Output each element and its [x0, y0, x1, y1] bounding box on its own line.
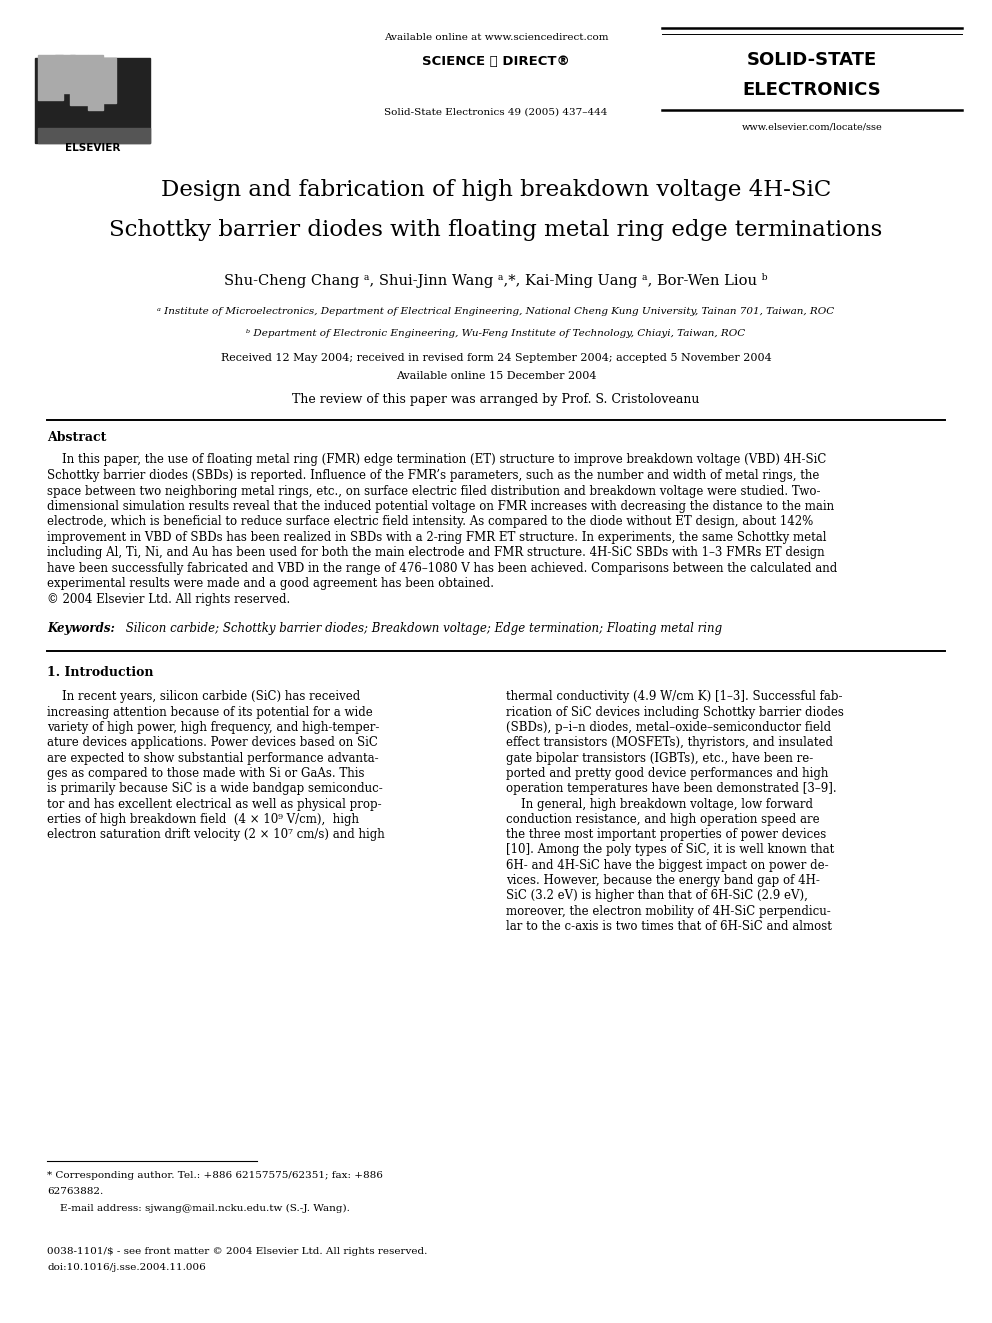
Text: ature devices applications. Power devices based on SiC: ature devices applications. Power device… — [47, 737, 378, 749]
Text: ported and pretty good device performances and high: ported and pretty good device performanc… — [506, 767, 828, 781]
Text: SiC (3.2 eV) is higher than that of 6H-SiC (2.9 eV),: SiC (3.2 eV) is higher than that of 6H-S… — [506, 889, 807, 902]
Text: In this paper, the use of floating metal ring (FMR) edge termination (ET) struct: In this paper, the use of floating metal… — [47, 454, 826, 467]
Text: the three most important properties of power devices: the three most important properties of p… — [506, 828, 826, 841]
Text: Available online 15 December 2004: Available online 15 December 2004 — [396, 370, 596, 381]
Text: [10]. Among the poly types of SiC, it is well known that: [10]. Among the poly types of SiC, it is… — [506, 844, 834, 856]
Text: moreover, the electron mobility of 4H-SiC perpendicu-: moreover, the electron mobility of 4H-Si… — [506, 905, 830, 918]
Text: 1. Introduction: 1. Introduction — [47, 667, 154, 680]
Bar — [35, 58, 150, 143]
Text: Silicon carbide; Schottky barrier diodes; Breakdown voltage; Edge termination; F: Silicon carbide; Schottky barrier diodes… — [122, 623, 722, 635]
Bar — [70, 56, 88, 105]
Text: Keywords:: Keywords: — [47, 623, 115, 635]
Text: E-mail address: sjwang@mail.ncku.edu.tw (S.-J. Wang).: E-mail address: sjwang@mail.ncku.edu.tw … — [47, 1204, 350, 1213]
Text: (SBDs), p–i–n diodes, metal–oxide–semiconductor field: (SBDs), p–i–n diodes, metal–oxide–semico… — [506, 721, 831, 734]
Text: tor and has excellent electrical as well as physical prop-: tor and has excellent electrical as well… — [47, 798, 382, 811]
Text: Received 12 May 2004; received in revised form 24 September 2004; accepted 5 Nov: Received 12 May 2004; received in revise… — [220, 353, 772, 363]
Text: ELSEVIER: ELSEVIER — [64, 143, 120, 153]
Text: Schottky barrier diodes with floating metal ring edge terminations: Schottky barrier diodes with floating me… — [109, 220, 883, 241]
Text: Design and fabrication of high breakdown voltage 4H-SiC: Design and fabrication of high breakdown… — [161, 179, 831, 201]
Bar — [88, 56, 103, 110]
Text: erties of high breakdown field  (4 × 10⁹ V/cm),  high: erties of high breakdown field (4 × 10⁹ … — [47, 812, 359, 826]
Text: dimensional simulation results reveal that the induced potential voltage on FMR : dimensional simulation results reveal th… — [47, 500, 834, 513]
Text: are expected to show substantial performance advanta-: are expected to show substantial perform… — [47, 751, 379, 765]
Text: improvement in VBD of SBDs has been realized in SBDs with a 2-ring FMR ET struct: improvement in VBD of SBDs has been real… — [47, 531, 826, 544]
Text: effect transistors (MOSFETs), thyristors, and insulated: effect transistors (MOSFETs), thyristors… — [506, 737, 833, 749]
Text: variety of high power, high frequency, and high-temper-: variety of high power, high frequency, a… — [47, 721, 379, 734]
Bar — [55, 56, 75, 93]
Text: gate bipolar transistors (IGBTs), etc., have been re-: gate bipolar transistors (IGBTs), etc., … — [506, 751, 813, 765]
Text: ELECTRONICS: ELECTRONICS — [743, 81, 881, 99]
Text: doi:10.1016/j.sse.2004.11.006: doi:10.1016/j.sse.2004.11.006 — [47, 1263, 205, 1273]
Text: have been successfully fabricated and VBD in the range of 476–1080 V has been ac: have been successfully fabricated and VB… — [47, 562, 837, 576]
Bar — [38, 128, 150, 143]
Text: ᵃ Institute of Microelectronics, Department of Electrical Engineering, National : ᵃ Institute of Microelectronics, Departm… — [158, 307, 834, 316]
Text: Abstract: Abstract — [47, 431, 106, 445]
Text: Shu-Cheng Chang ᵃ, Shui-Jinn Wang ᵃ,*, Kai-Ming Uang ᵃ, Bor-Wen Liou ᵇ: Shu-Cheng Chang ᵃ, Shui-Jinn Wang ᵃ,*, K… — [224, 273, 768, 287]
Text: 62763882.: 62763882. — [47, 1187, 103, 1196]
Text: vices. However, because the energy band gap of 4H-: vices. However, because the energy band … — [506, 875, 819, 888]
Text: Available online at www.sciencedirect.com: Available online at www.sciencedirect.co… — [384, 33, 608, 42]
Text: 6H- and 4H-SiC have the biggest impact on power de-: 6H- and 4H-SiC have the biggest impact o… — [506, 859, 828, 872]
Text: © 2004 Elsevier Ltd. All rights reserved.: © 2004 Elsevier Ltd. All rights reserved… — [47, 593, 291, 606]
Bar — [38, 56, 63, 101]
Text: rication of SiC devices including Schottky barrier diodes: rication of SiC devices including Schott… — [506, 705, 844, 718]
Text: 0038-1101/$ - see front matter © 2004 Elsevier Ltd. All rights reserved.: 0038-1101/$ - see front matter © 2004 El… — [47, 1246, 428, 1256]
Text: ges as compared to those made with Si or GaAs. This: ges as compared to those made with Si or… — [47, 767, 364, 781]
Text: The review of this paper was arranged by Prof. S. Cristoloveanu: The review of this paper was arranged by… — [293, 393, 699, 406]
Bar — [101, 58, 116, 103]
Text: In recent years, silicon carbide (SiC) has received: In recent years, silicon carbide (SiC) h… — [47, 691, 360, 704]
Text: Schottky barrier diodes (SBDs) is reported. Influence of the FMR’s parameters, s: Schottky barrier diodes (SBDs) is report… — [47, 468, 819, 482]
Text: SOLID-STATE: SOLID-STATE — [747, 52, 877, 69]
Text: * Corresponding author. Tel.: +886 62157575/62351; fax: +886: * Corresponding author. Tel.: +886 62157… — [47, 1171, 383, 1180]
Text: electrode, which is beneficial to reduce surface electric field intensity. As co: electrode, which is beneficial to reduce… — [47, 516, 813, 528]
Text: ᵇ Department of Electronic Engineering, Wu-Feng Institute of Technology, Chiayi,: ᵇ Department of Electronic Engineering, … — [246, 328, 746, 337]
Text: including Al, Ti, Ni, and Au has been used for both the main electrode and FMR s: including Al, Ti, Ni, and Au has been us… — [47, 546, 824, 560]
Text: In general, high breakdown voltage, low forward: In general, high breakdown voltage, low … — [506, 798, 813, 811]
Text: increasing attention because of its potential for a wide: increasing attention because of its pote… — [47, 705, 373, 718]
Text: electron saturation drift velocity (2 × 10⁷ cm/s) and high: electron saturation drift velocity (2 × … — [47, 828, 385, 841]
Text: space between two neighboring metal rings, etc., on surface electric filed distr: space between two neighboring metal ring… — [47, 484, 820, 497]
Text: conduction resistance, and high operation speed are: conduction resistance, and high operatio… — [506, 812, 819, 826]
Text: experimental results were made and a good agreement has been obtained.: experimental results were made and a goo… — [47, 578, 494, 590]
Text: lar to the c-axis is two times that of 6H-SiC and almost: lar to the c-axis is two times that of 6… — [506, 919, 832, 933]
Text: Solid-State Electronics 49 (2005) 437–444: Solid-State Electronics 49 (2005) 437–44… — [384, 107, 608, 116]
Text: www.elsevier.com/locate/sse: www.elsevier.com/locate/sse — [742, 123, 882, 131]
Text: is primarily because SiC is a wide bandgap semiconduc-: is primarily because SiC is a wide bandg… — [47, 782, 383, 795]
Text: SCIENCE ⓓ DIRECT®: SCIENCE ⓓ DIRECT® — [422, 56, 570, 69]
Text: operation temperatures have been demonstrated [3–9].: operation temperatures have been demonst… — [506, 782, 836, 795]
Text: thermal conductivity (4.9 W/cm K) [1–3]. Successful fab-: thermal conductivity (4.9 W/cm K) [1–3].… — [506, 691, 842, 704]
